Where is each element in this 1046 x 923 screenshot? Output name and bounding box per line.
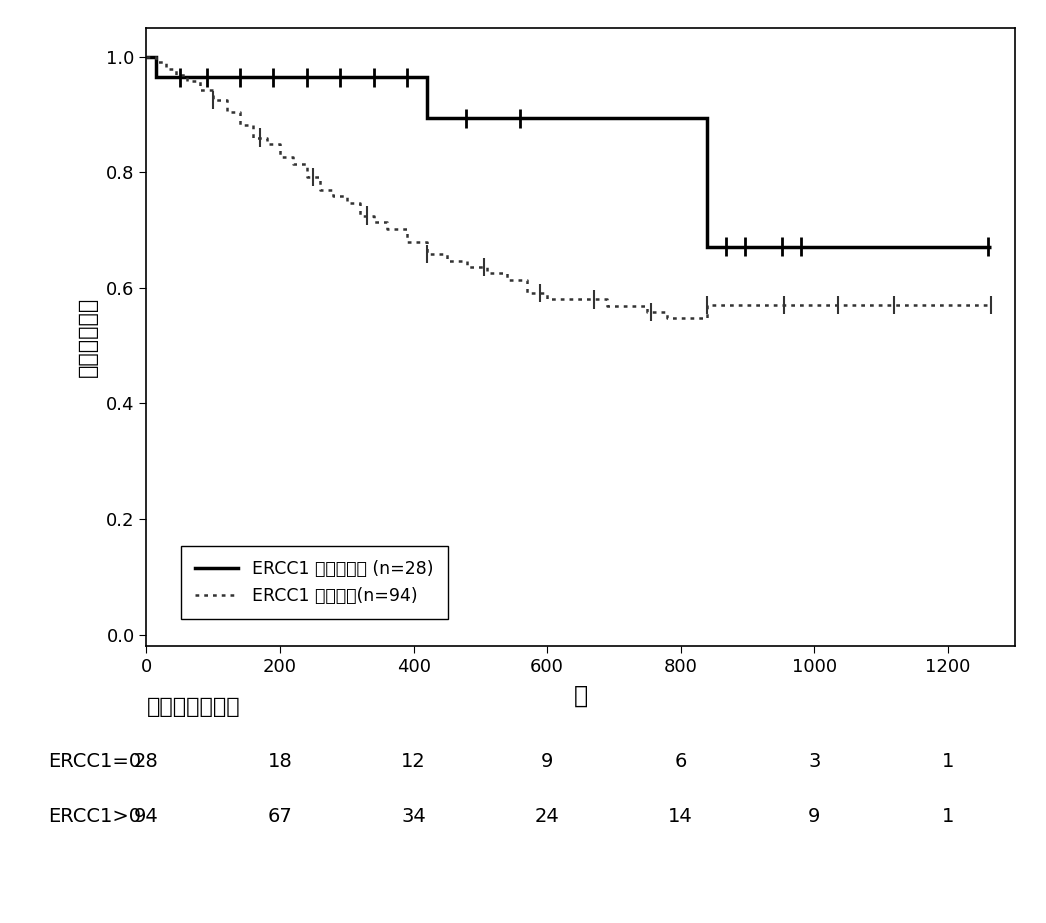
Text: 9: 9 xyxy=(809,808,820,826)
Text: 1: 1 xyxy=(941,808,954,826)
Legend: ERCC1 不可検测到 (n=28), ERCC1 可検测到(n=94): ERCC1 不可検测到 (n=28), ERCC1 可検测到(n=94) xyxy=(181,546,448,618)
Text: 67: 67 xyxy=(268,808,293,826)
Y-axis label: 无复发生存期: 无复发生存期 xyxy=(77,297,98,377)
Text: 28: 28 xyxy=(134,752,159,771)
Text: 12: 12 xyxy=(402,752,426,771)
Text: 存在风险的数量: 存在风险的数量 xyxy=(146,697,241,717)
Text: 14: 14 xyxy=(668,808,693,826)
Text: 3: 3 xyxy=(809,752,820,771)
Text: 18: 18 xyxy=(268,752,293,771)
X-axis label: 天: 天 xyxy=(573,684,588,708)
Text: 24: 24 xyxy=(535,808,560,826)
Text: ERCC1=0: ERCC1=0 xyxy=(48,752,141,771)
Text: 1: 1 xyxy=(941,752,954,771)
Text: ERCC1>0: ERCC1>0 xyxy=(48,808,141,826)
Text: 34: 34 xyxy=(402,808,426,826)
Text: 6: 6 xyxy=(675,752,687,771)
Text: 9: 9 xyxy=(541,752,553,771)
Text: 94: 94 xyxy=(134,808,159,826)
